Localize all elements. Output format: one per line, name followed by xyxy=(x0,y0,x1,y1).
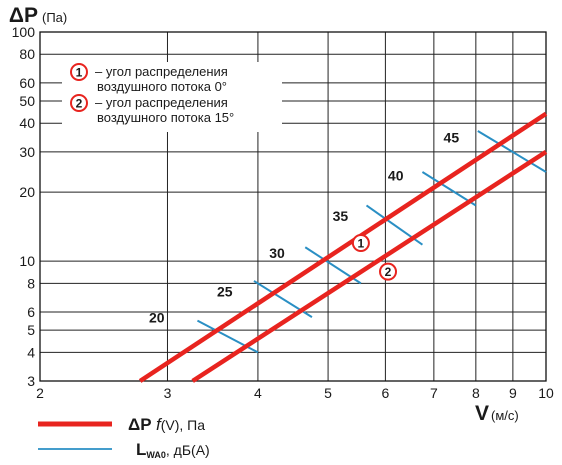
axis-titles: ΔP (Па) V (м/с) xyxy=(9,4,519,425)
note-circle-1 xyxy=(70,63,88,81)
noise-label-30: 30 xyxy=(269,245,285,261)
x-tick-label-9: 9 xyxy=(509,385,517,401)
legend-noise-symbol: L xyxy=(136,440,146,459)
note-circle-2 xyxy=(70,94,88,112)
legend-label-noise: LWA0, дБ(А) xyxy=(136,440,210,460)
legend-pressure-symbol: ΔP xyxy=(128,415,156,434)
x-tick-label-8: 8 xyxy=(472,385,480,401)
y-tick-label-5: 5 xyxy=(27,322,35,338)
y-tick-label-30: 30 xyxy=(19,144,35,160)
x-tick-label-4: 4 xyxy=(254,385,262,401)
y-axis-unit: (Па) xyxy=(42,10,67,25)
noise-label-35: 35 xyxy=(333,208,349,224)
y-tick-label-100: 100 xyxy=(12,24,36,40)
noise-label-45: 45 xyxy=(444,129,460,145)
note-number-1: 1 xyxy=(76,66,83,80)
y-tick-label-40: 40 xyxy=(19,115,35,131)
legend: ΔP f(V), Па LWA0, дБ(А) xyxy=(38,415,210,460)
x-tick-label-7: 7 xyxy=(430,385,438,401)
x-tick-label-6: 6 xyxy=(382,385,390,401)
series-marker-label-1: 1 xyxy=(358,237,365,251)
y-tick-label-10: 10 xyxy=(19,253,35,269)
x-tick-label-3: 3 xyxy=(164,385,172,401)
x-tick-label-2: 2 xyxy=(36,385,44,401)
legend-label-pressure: ΔP f(V), Па xyxy=(128,415,205,434)
note-line2-2: воздушного потока 15° xyxy=(97,110,234,125)
y-tick-label-50: 50 xyxy=(19,93,35,109)
noise-label-40: 40 xyxy=(388,167,404,183)
noise-level-markers: 20 25 30 35 40 45 xyxy=(149,129,547,354)
note-line1-1: – угол распределения xyxy=(95,64,228,79)
y-tick-label-8: 8 xyxy=(27,275,35,291)
x-tick-label-5: 5 xyxy=(324,385,332,401)
legend-noise-rest: , дБ(А) xyxy=(166,442,210,458)
legend-pressure-func: f xyxy=(156,415,163,434)
legend-pressure-rest: (V), Па xyxy=(161,417,206,433)
x-axis-unit: (м/с) xyxy=(491,408,519,423)
series-marker-label-2: 2 xyxy=(385,265,392,279)
noise-label-20: 20 xyxy=(149,309,165,325)
y-tick-label-60: 60 xyxy=(19,75,35,91)
note-line2-1: воздушного потока 0° xyxy=(97,79,227,94)
notes-background xyxy=(62,62,282,132)
note-number-2: 2 xyxy=(76,97,83,111)
series-marker-circle-2 xyxy=(379,262,398,281)
series-marker-circle-1 xyxy=(351,234,370,253)
noise-label-25: 25 xyxy=(217,284,233,300)
y-tick-label-3: 3 xyxy=(27,373,35,389)
y-tick-label-20: 20 xyxy=(19,184,35,200)
noise-marker-45 xyxy=(477,130,547,173)
series-lines: 12 xyxy=(138,111,548,383)
plot-frame xyxy=(39,31,547,382)
y-axis-title: ΔP xyxy=(9,4,38,27)
noise-marker-40 xyxy=(421,171,477,207)
legend-noise-subscript: WA0 xyxy=(146,450,166,460)
x-axis-title: V xyxy=(475,402,489,425)
y-tick-label-4: 4 xyxy=(27,344,35,360)
series-line-2 xyxy=(191,149,548,383)
y-tick-label-6: 6 xyxy=(27,304,35,320)
y-tick-label-80: 80 xyxy=(19,46,35,62)
grid xyxy=(39,31,547,382)
series-line-1 xyxy=(138,111,548,383)
note-line1-2: – угол распределения xyxy=(95,95,228,110)
x-tick-label-10: 10 xyxy=(538,385,554,401)
